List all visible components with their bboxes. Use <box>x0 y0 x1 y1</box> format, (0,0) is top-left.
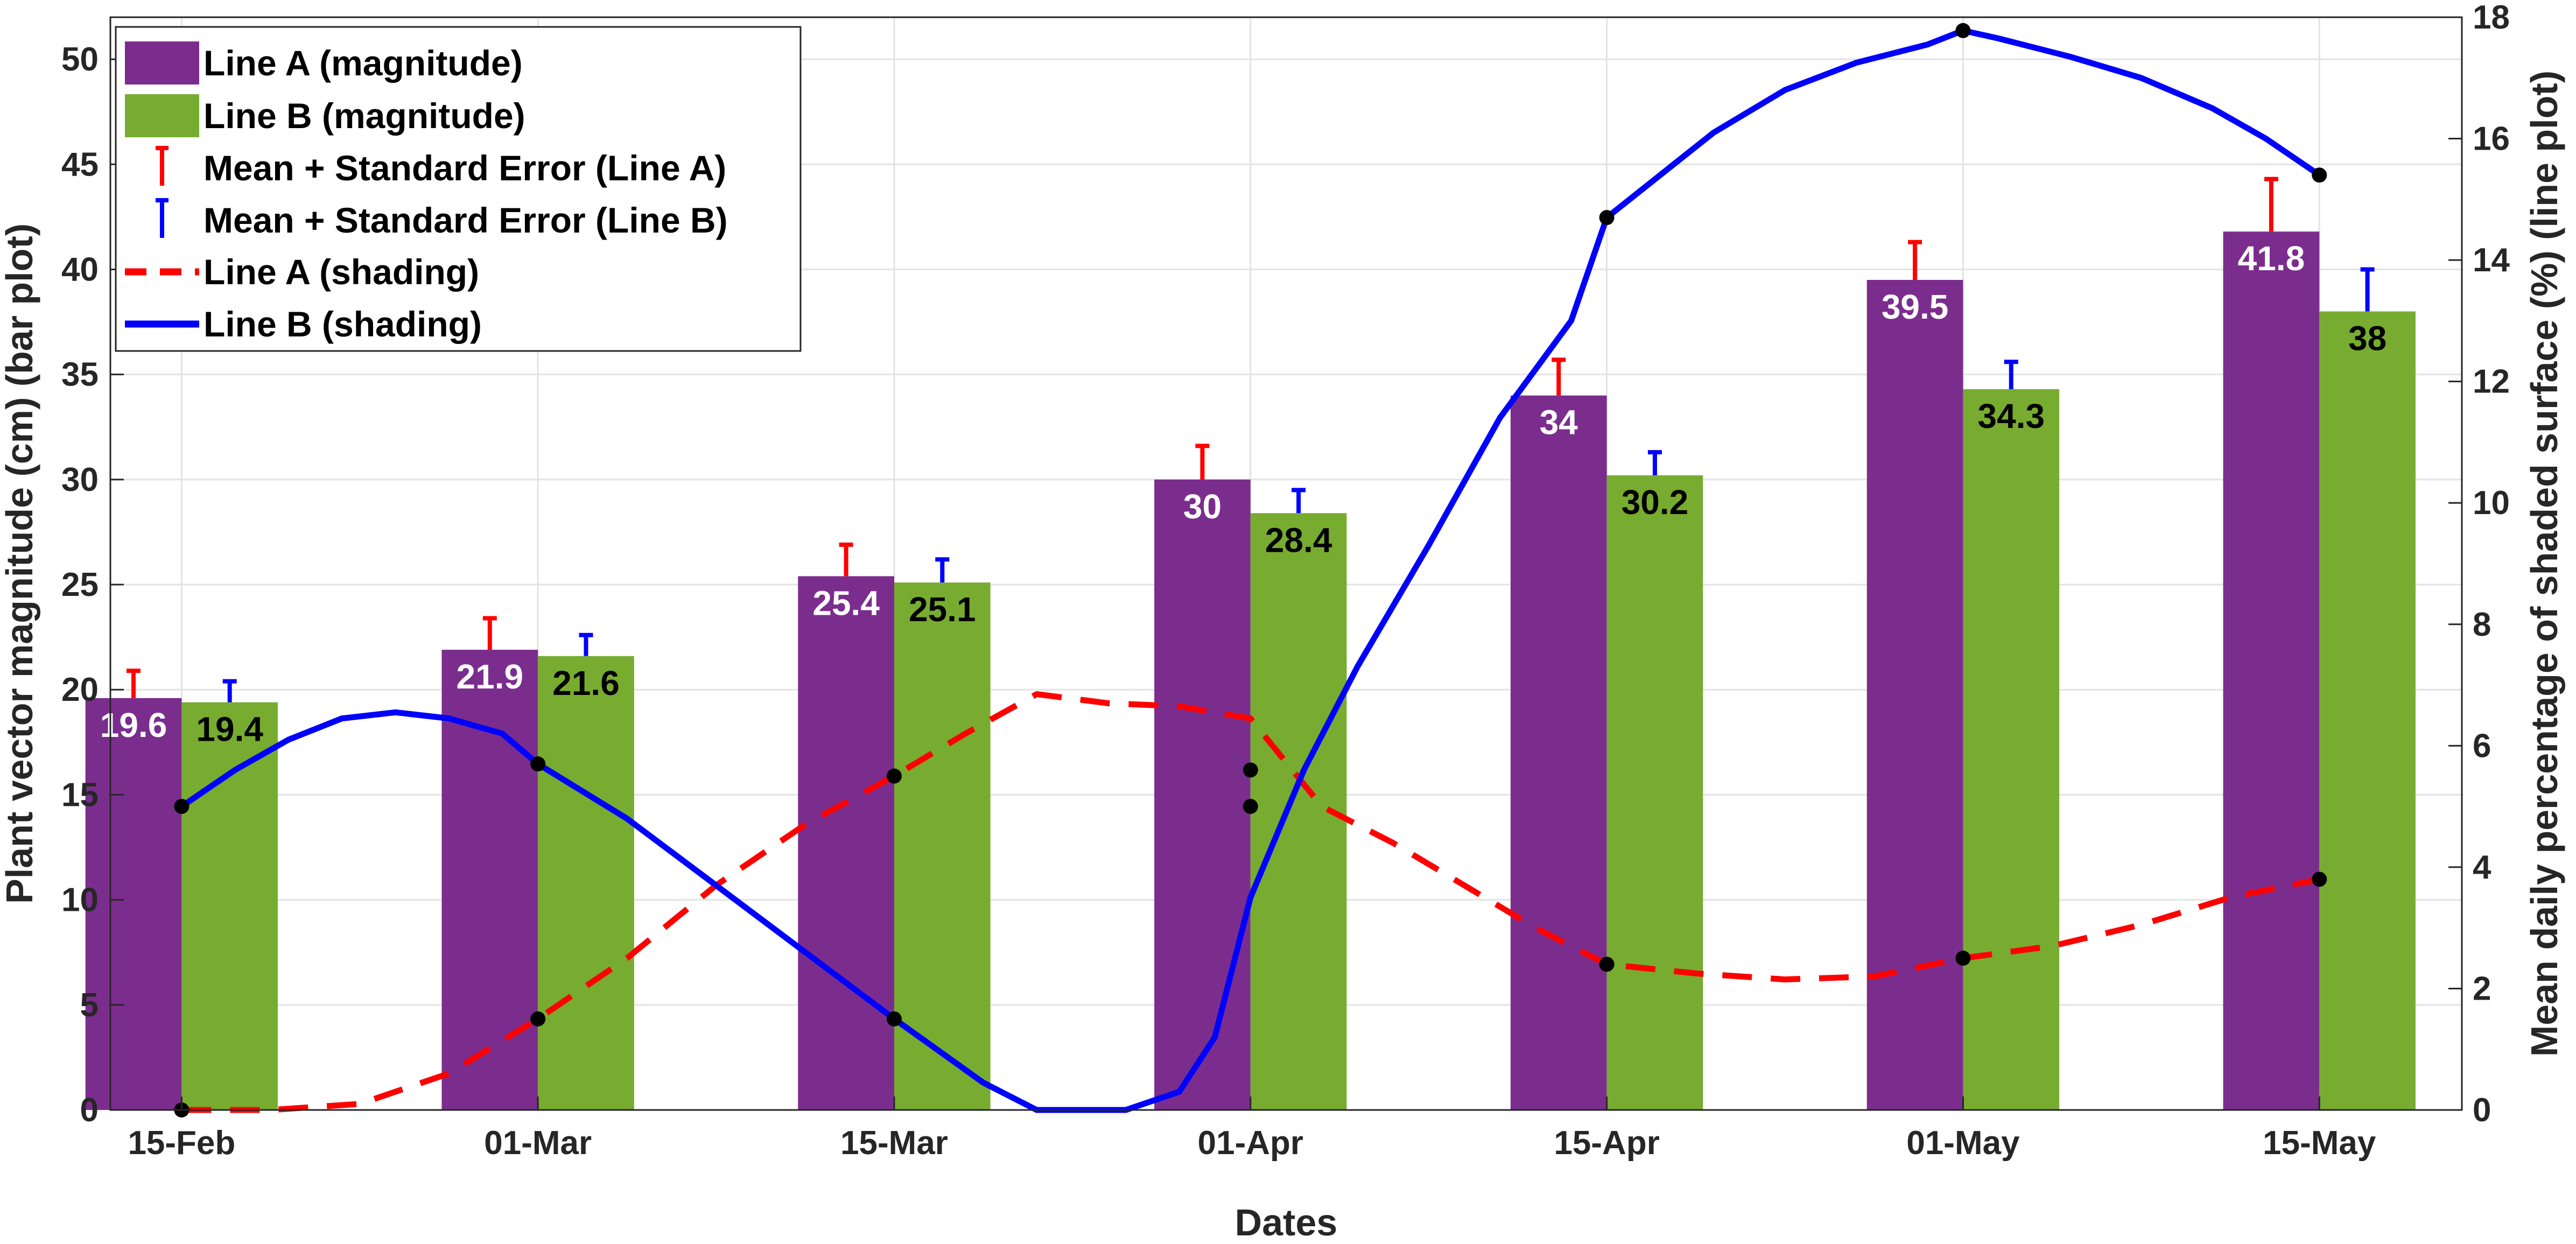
y2-tick-label: 10 <box>2473 484 2510 522</box>
shading-line-a <box>181 691 2320 1113</box>
bar-value-label: 25.4 <box>812 584 880 622</box>
y2-tick-label: 12 <box>2473 363 2510 400</box>
line-marker-a <box>887 768 902 784</box>
y-tick-label: 15 <box>61 776 99 813</box>
y-tick-label: 5 <box>80 987 99 1024</box>
bar-line-a <box>1154 479 1251 1110</box>
shading-lines <box>174 23 2327 1118</box>
bar-line-b <box>1606 475 1703 1110</box>
legend-label-line-b: Line B (magnitude) <box>203 96 525 136</box>
bar-value-label: 19.4 <box>196 710 263 749</box>
bar-value-label: 34.3 <box>1978 397 2045 435</box>
y-tick-label: 45 <box>61 146 99 183</box>
x-tick-label: 01-May <box>1906 1124 2020 1162</box>
bar-value-label: 28.4 <box>1265 521 1332 559</box>
bar-value-label: 34 <box>1540 403 1578 442</box>
bar-value-label: 30.2 <box>1622 483 1689 522</box>
bar-line-a <box>1510 395 1607 1110</box>
x-axis-title: Dates <box>1235 1201 1338 1243</box>
bar-value-label: 25.1 <box>909 590 976 629</box>
x-tick-label: 15-May <box>2263 1124 2376 1162</box>
bar-value-label: 30 <box>1183 487 1222 526</box>
line-marker-a <box>1599 957 1615 972</box>
y-tick-label: 10 <box>61 882 99 919</box>
y2-tick-label: 4 <box>2473 849 2491 886</box>
axes: 0 5 10 15 20 25 30 35 40 45 50 0 2 4 6 8 10 12 14 16 18 15-Fe… <box>61 0 2510 1162</box>
legend-box <box>115 26 802 352</box>
line-marker-b <box>1955 23 1971 38</box>
y-tick-label: 30 <box>61 461 99 498</box>
line-marker-a <box>1955 951 1971 966</box>
y2-tick-label: 16 <box>2473 121 2510 158</box>
line-marker-b <box>530 756 546 772</box>
legend-label-shading-b: Line B (shading) <box>203 304 482 344</box>
y2-axis-title: Mean daily percentage of shaded surface … <box>2523 71 2565 1057</box>
legend-error-a-icon <box>156 146 169 186</box>
bar-line-a <box>798 576 894 1110</box>
bar-line-b <box>2319 311 2416 1110</box>
bar-line-b <box>181 702 278 1110</box>
y-axis-title: Plant vector magnitude (cm) (bar plot) <box>0 223 40 904</box>
bar-line-b <box>1963 389 2060 1111</box>
line-marker-a <box>530 1011 546 1027</box>
legend-swatch-line-a <box>125 41 199 85</box>
line-marker-b <box>887 1011 902 1027</box>
legend-label-line-a: Line A (magnitude) <box>203 43 523 83</box>
y-tick-label: 50 <box>61 41 99 78</box>
x-tick-label: 01-Mar <box>484 1124 592 1162</box>
error-bars <box>127 177 2375 702</box>
line-marker-b <box>1599 210 1615 226</box>
legend-label-error-a: Mean + Standard Error (Line A) <box>203 148 726 188</box>
bar-value-label: 21.6 <box>552 664 620 702</box>
bar-line-a <box>2223 231 2320 1110</box>
bar-value-label: 39.5 <box>1882 287 1949 326</box>
y2-tick-label: 6 <box>2473 727 2491 764</box>
bar-line-a <box>1866 279 1963 1111</box>
y2-tick-label: 0 <box>2473 1092 2491 1129</box>
line-marker-a <box>1243 799 1258 814</box>
bar-value-label: 38 <box>2348 319 2387 358</box>
y-tick-label: 35 <box>61 356 99 393</box>
x-tick-label: 15-Apr <box>1554 1124 1659 1162</box>
y2-tick-label: 8 <box>2473 606 2491 643</box>
y2-tick-label: 2 <box>2473 970 2491 1007</box>
plot-frame <box>109 16 2463 1111</box>
y-tick-label: 20 <box>61 671 99 708</box>
y-tick-label: 0 <box>80 1092 99 1129</box>
y-tick-label: 40 <box>61 251 99 288</box>
legend-label-error-b: Mean + Standard Error (Line B) <box>203 200 728 240</box>
bar-line-a <box>85 698 182 1110</box>
bar-value-labels: 19.621.925.4303439.541.819.421.625.128.4… <box>100 239 2387 748</box>
bar-line-b <box>894 582 991 1110</box>
legend-label-shading-a: Line A (shading) <box>203 252 479 292</box>
x-tick-label: 15-Feb <box>128 1124 235 1162</box>
x-tick-label: 15-Mar <box>840 1124 948 1162</box>
y2-tick-label: 14 <box>2473 242 2510 279</box>
line-marker-b <box>1243 762 1258 778</box>
line-marker-b <box>2312 167 2327 183</box>
bar-line-a <box>441 650 538 1110</box>
y2-tick-label: 18 <box>2473 0 2510 36</box>
legend: Line A (magnitude) Line B (magnitude) Me… <box>115 26 802 352</box>
bar-line-b <box>538 656 634 1110</box>
bars <box>85 231 2416 1111</box>
line-marker-b <box>174 799 189 814</box>
line-marker-a <box>2312 871 2327 887</box>
legend-error-b-icon <box>156 198 169 238</box>
y-tick-label: 25 <box>61 566 99 603</box>
bar-value-label: 21.9 <box>457 657 524 696</box>
legend-swatch-line-b <box>125 94 199 137</box>
x-tick-label: 01-Apr <box>1198 1124 1303 1162</box>
bar-value-label: 41.8 <box>2238 239 2305 278</box>
